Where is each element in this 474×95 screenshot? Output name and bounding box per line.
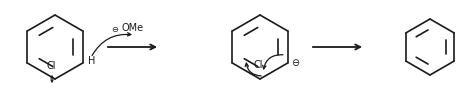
Text: H: H <box>88 56 95 66</box>
Text: $⊖$: $⊖$ <box>111 25 119 34</box>
Text: OMe: OMe <box>122 23 144 33</box>
Text: $⊖$: $⊖$ <box>291 57 300 68</box>
Text: Cl: Cl <box>253 60 263 70</box>
Text: Cl: Cl <box>46 61 56 71</box>
